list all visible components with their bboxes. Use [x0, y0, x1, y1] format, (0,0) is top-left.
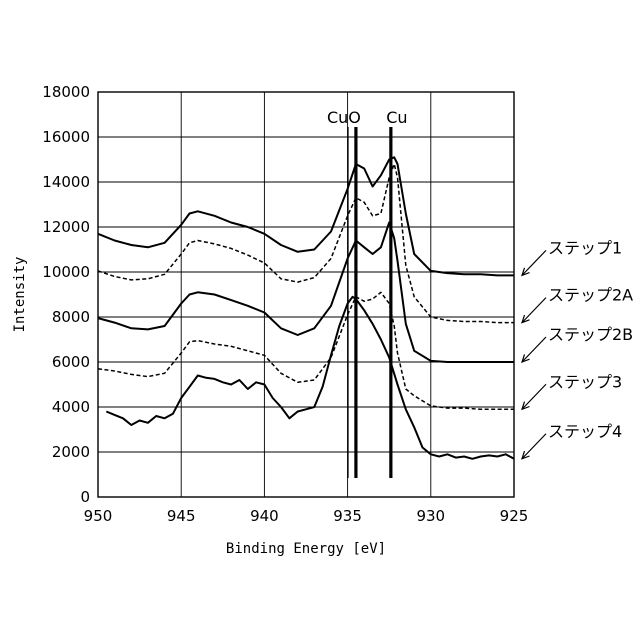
- y-tick-label: 10000: [42, 263, 90, 281]
- legend-label: ステップ4: [548, 422, 622, 441]
- legend-label: ステップ2A: [548, 286, 633, 305]
- tick-labels: 0 2000 4000 6000 8000 10000 12000 14000 16000 180…: [42, 83, 528, 525]
- y-tick-label: 12000: [42, 218, 90, 236]
- y-tick-label: 18000: [42, 83, 90, 101]
- legend-label: ステップ3: [548, 372, 622, 391]
- legend-arrow: [522, 250, 546, 275]
- series-line-1: [98, 157, 514, 275]
- y-tick-label: 4000: [52, 398, 90, 416]
- series-line-4: [98, 292, 514, 409]
- x-axis-label: Binding Energy [eV]: [226, 541, 386, 557]
- legend-arrow: [522, 434, 546, 459]
- y-tick-label: 6000: [52, 353, 90, 371]
- y-tick-label: 2000: [52, 443, 90, 461]
- legend-label: ステップ2B: [548, 325, 633, 344]
- x-tick-label: 945: [167, 507, 196, 525]
- plot-frame: [98, 92, 514, 497]
- x-tick-label: 950: [84, 507, 113, 525]
- x-tick-label: 925: [500, 507, 529, 525]
- grid: [98, 92, 514, 497]
- x-tick-label: 935: [333, 507, 362, 525]
- y-tick-label: 0: [80, 488, 90, 506]
- y-tick-label: 14000: [42, 173, 90, 191]
- reference-lines: CuO Cu: [327, 108, 408, 478]
- reference-label: Cu: [386, 108, 407, 127]
- y-axis-label: Intensity: [12, 257, 28, 333]
- series-group: [98, 157, 514, 459]
- legend-arrow: [522, 384, 546, 409]
- reference-label: CuO: [327, 108, 361, 127]
- legend-arrow: [522, 298, 546, 323]
- y-tick-label: 16000: [42, 128, 90, 146]
- y-tick-label: 8000: [52, 308, 90, 326]
- x-tick-label: 930: [416, 507, 445, 525]
- legend-arrow: [522, 337, 546, 362]
- legend: ステップ1 ステップ2A ステップ2B ステップ3 ステップ4: [522, 238, 633, 458]
- legend-label: ステップ1: [548, 238, 622, 257]
- x-tick-label: 940: [250, 507, 279, 525]
